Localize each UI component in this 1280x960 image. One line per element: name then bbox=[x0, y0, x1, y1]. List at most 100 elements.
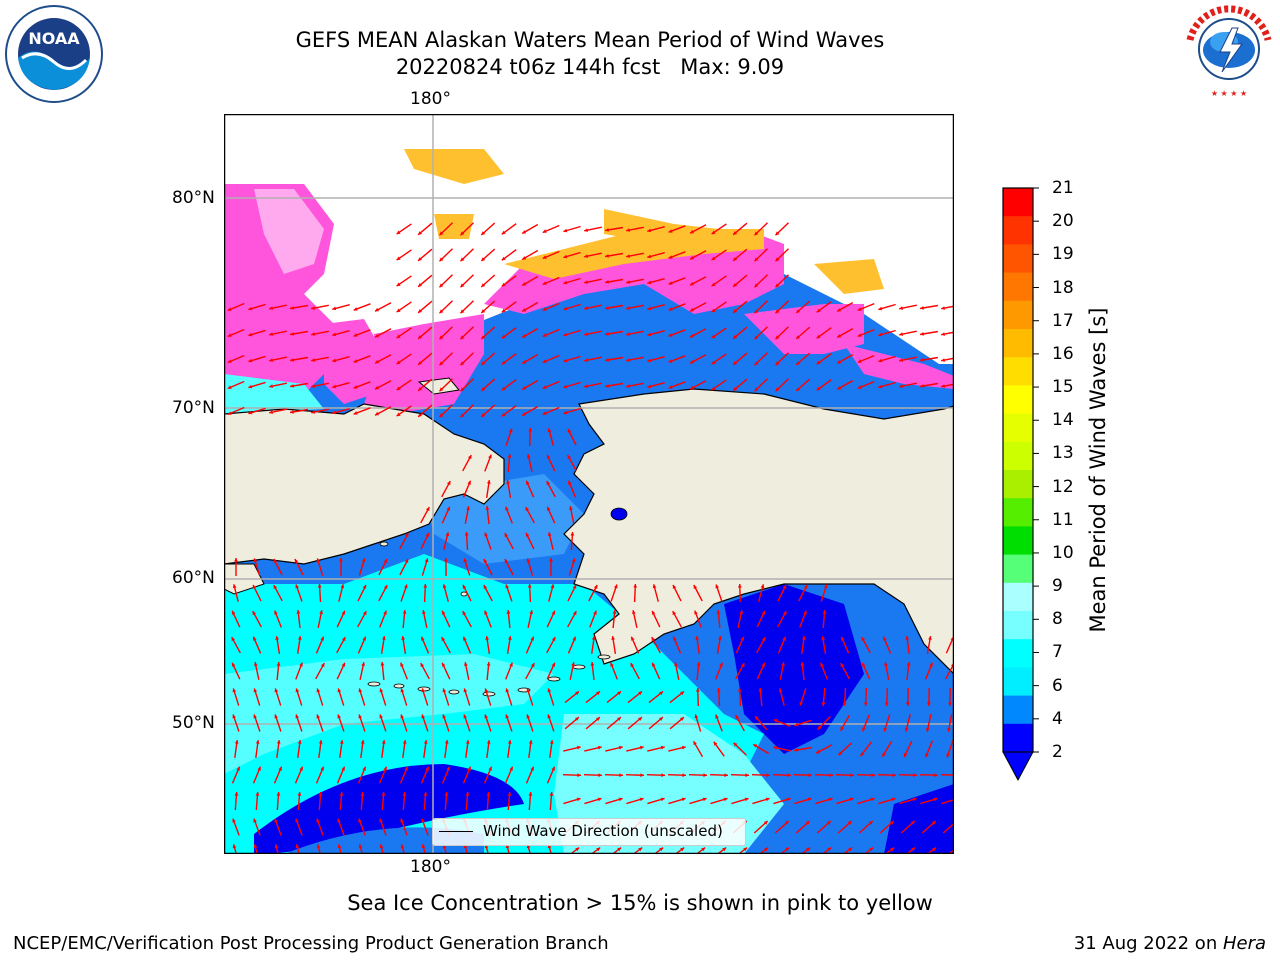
wind-arrow-head bbox=[227, 307, 232, 311]
wind-arrow-head bbox=[274, 818, 278, 823]
wind-arrow-head bbox=[297, 792, 302, 796]
wind-arrow-head bbox=[711, 256, 716, 261]
wind-arrow-head bbox=[501, 230, 506, 235]
wind-arrow-head bbox=[659, 691, 663, 696]
wind-arrow-head bbox=[733, 283, 738, 287]
wind-arrow-head bbox=[232, 688, 237, 693]
wind-arrow-head bbox=[526, 714, 530, 719]
wind-arrow-head bbox=[255, 740, 260, 744]
wind-arrow-head bbox=[632, 610, 636, 614]
wind-arrow-head bbox=[467, 480, 471, 485]
wind-arrow-head bbox=[680, 691, 684, 696]
wind-arrow-head bbox=[542, 281, 547, 285]
wind-arrow-head bbox=[913, 773, 917, 778]
colorbar-tick-label: 14 bbox=[1052, 410, 1074, 431]
wind-arrow-head bbox=[375, 411, 379, 416]
wind-arrow-head bbox=[253, 844, 258, 849]
wind-arrow-head bbox=[353, 385, 358, 389]
wind-arrow-head bbox=[775, 257, 780, 262]
wind-arrow-head bbox=[269, 384, 273, 388]
wind-arrow-head bbox=[693, 585, 698, 589]
wind-arrow-head bbox=[860, 752, 865, 757]
wind-arrow-head bbox=[295, 818, 299, 823]
svg-text:★ ★ ★ ★: ★ ★ ★ ★ bbox=[1211, 89, 1247, 98]
wind-arrow-head bbox=[481, 387, 486, 391]
wind-arrow-head bbox=[837, 386, 842, 390]
wind-arrow-head bbox=[486, 740, 491, 744]
wind-arrow-head bbox=[504, 533, 509, 538]
wind-arrow-head bbox=[485, 636, 490, 640]
wind-arrow-head bbox=[547, 506, 551, 511]
wind-arrow-head bbox=[652, 584, 657, 589]
wind-arrow-head bbox=[254, 662, 258, 666]
wind-arrow-head bbox=[446, 481, 451, 486]
wind-arrow-head bbox=[569, 506, 573, 510]
wind-arrow-head bbox=[421, 688, 426, 693]
wind-arrow-head bbox=[418, 309, 422, 313]
wind-arrow-head bbox=[568, 480, 572, 485]
wind-arrow-head bbox=[358, 688, 363, 693]
wind-arrow-head bbox=[460, 231, 465, 236]
wind-arrow-head bbox=[439, 283, 444, 288]
wind-arrow-head bbox=[465, 792, 470, 796]
wind-arrow-head bbox=[920, 384, 924, 388]
wind-arrow-head bbox=[274, 714, 278, 719]
wind-arrow-head bbox=[253, 714, 257, 719]
wind-arrow-head bbox=[360, 792, 365, 796]
wind-arrow-head bbox=[317, 584, 322, 588]
wind-arrow-head bbox=[605, 332, 609, 336]
graticule bbox=[224, 114, 954, 854]
wind-arrow-head bbox=[319, 610, 323, 614]
wind-arrow-head bbox=[396, 230, 401, 235]
wind-arrow-head bbox=[840, 663, 845, 668]
wind-arrow-head bbox=[320, 663, 325, 668]
legend-label: Wind Wave Direction (unscaled) bbox=[483, 822, 723, 840]
wind-arrow-head bbox=[332, 358, 337, 363]
wind-arrow-head bbox=[421, 818, 425, 823]
wind-arrow-head bbox=[857, 359, 862, 363]
colorbar-tick-label: 11 bbox=[1052, 509, 1074, 530]
wind-arrow-head bbox=[775, 231, 780, 236]
wind-arrow-head bbox=[682, 773, 686, 778]
wind-arrow-head bbox=[871, 773, 875, 778]
wind-arrow-head bbox=[316, 688, 321, 693]
wind-arrow-head bbox=[861, 637, 866, 642]
wind-arrow-head bbox=[481, 283, 486, 287]
wind-arrow-head bbox=[337, 844, 342, 849]
wind-arrow-head bbox=[652, 662, 656, 667]
colorbar-swatch bbox=[1003, 441, 1033, 471]
colorbar-swatch bbox=[1003, 667, 1033, 697]
wind-arrow-head bbox=[827, 847, 832, 852]
wind-arrow-head bbox=[383, 766, 387, 771]
wind-arrow-head bbox=[891, 797, 896, 802]
wind-arrow-head bbox=[630, 663, 635, 668]
wind-arrow-head bbox=[821, 636, 825, 640]
wind-arrow-head bbox=[401, 636, 406, 640]
wind-arrow-head bbox=[549, 558, 553, 562]
wind-arrow-head bbox=[837, 308, 842, 312]
wind-arrow-head bbox=[755, 716, 759, 721]
wind-arrow-head bbox=[899, 358, 903, 362]
wind-arrow-head bbox=[360, 740, 365, 744]
colorbar bbox=[1002, 187, 1039, 782]
wind-arrow-head bbox=[423, 792, 428, 796]
wind-arrow-head bbox=[375, 385, 379, 390]
wind-arrow-head bbox=[754, 361, 759, 366]
wind-arrow-head bbox=[927, 702, 931, 706]
wind-arrow-head bbox=[425, 766, 429, 771]
wind-arrow-head bbox=[290, 358, 294, 362]
wind-arrow-head bbox=[542, 307, 547, 311]
wind-arrow-head bbox=[884, 702, 889, 706]
wind-arrow-head bbox=[522, 386, 527, 390]
wind-arrow-head bbox=[593, 610, 597, 615]
wind-arrow-head bbox=[290, 306, 294, 310]
wind-arrow-head bbox=[713, 741, 718, 746]
wind-arrow-head bbox=[690, 255, 694, 260]
wind-arrow-head bbox=[618, 745, 623, 750]
wind-arrow-head bbox=[529, 610, 533, 614]
wind-arrow-head bbox=[668, 333, 673, 337]
wind-arrow-head bbox=[763, 821, 768, 825]
wind-arrow-head bbox=[542, 229, 547, 233]
wind-arrow-head bbox=[941, 384, 945, 388]
wind-arrow-head bbox=[463, 558, 468, 563]
